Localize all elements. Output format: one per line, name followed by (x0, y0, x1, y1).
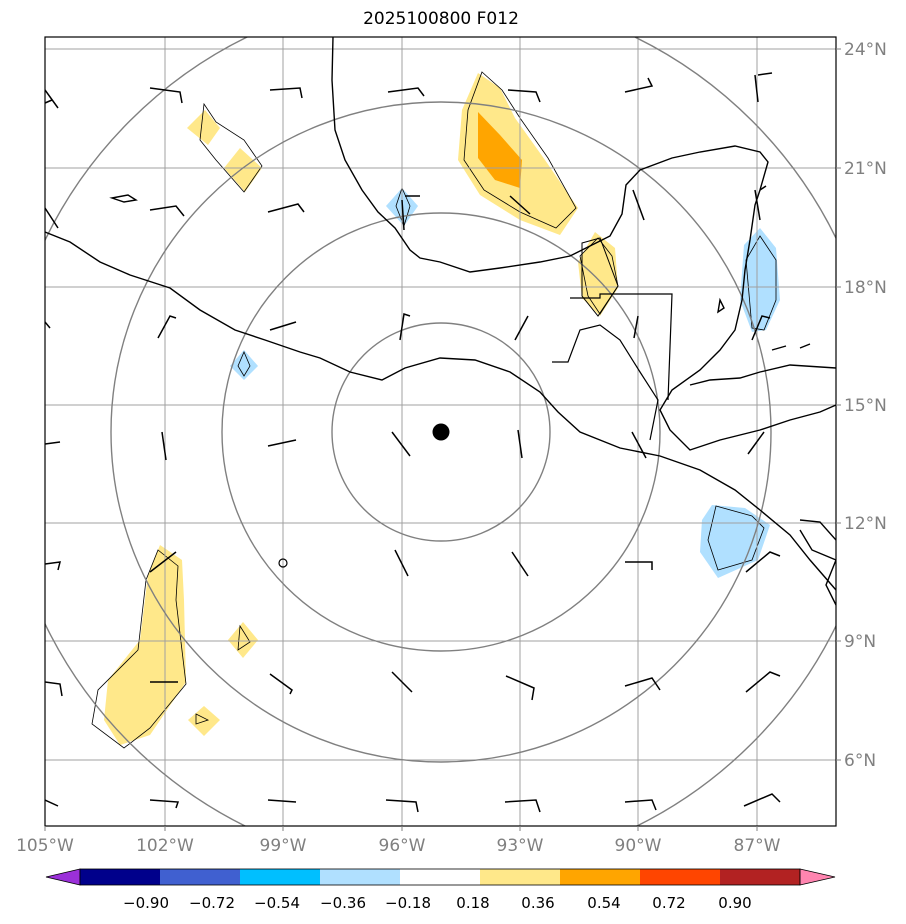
lat-label: 15°N (844, 396, 887, 416)
colorbar-segment (560, 869, 640, 885)
lat-label: 6°N (844, 751, 876, 771)
field-positive-sw-small1 (228, 622, 258, 658)
colorbar-tick-label: −0.36 (320, 894, 366, 912)
colorbar-segment (720, 869, 800, 885)
colorbar-tick-label: −0.54 (254, 894, 300, 912)
lat-label: 12°N (844, 514, 887, 534)
colorbar (45, 868, 836, 886)
storm-center-marker (432, 423, 450, 441)
colorbar-segment (640, 869, 720, 885)
lon-label: 87°W (734, 836, 781, 856)
island-cozumel (717, 297, 725, 314)
colorbar-tick-label: −0.72 (189, 894, 235, 912)
colorbar-segment (400, 869, 480, 885)
longitude-labels: 105°W 102°W 99°W 96°W 93°W 90°W 87°W (16, 836, 781, 856)
graticule (45, 37, 836, 826)
range-rings (45, 37, 836, 826)
lon-label: 99°W (260, 836, 307, 856)
coastlines (45, 37, 836, 606)
field-positive-nw1 (187, 110, 220, 145)
coastline-nicaragua (799, 519, 836, 606)
field-orange-gulf (478, 112, 522, 188)
colorbar-tick-labels: −0.90 −0.72 −0.54 −0.36 −0.18 0.18 0.36 … (123, 894, 752, 912)
colorbar-tick-label: 0.72 (652, 894, 685, 912)
range-ring-3 (110, 101, 772, 763)
colorbar-frame (79, 868, 801, 886)
lat-label: 24°N (844, 40, 887, 60)
map-frame (44, 36, 837, 827)
map-title: 2025100800 F012 (363, 9, 519, 29)
colorbar-tick-label: 0.54 (587, 894, 620, 912)
colorbar-tick-label: −0.18 (385, 894, 431, 912)
shaded-fields (104, 73, 780, 745)
lat-label: 21°N (844, 159, 887, 179)
lon-label: 93°W (497, 836, 544, 856)
colorbar-tick-label: 0.18 (456, 894, 489, 912)
field-negative-pacific (230, 350, 258, 380)
lon-label: 96°W (379, 836, 426, 856)
field-contours (91, 71, 777, 749)
colorbar-segment (480, 869, 560, 885)
field-positive-nw2 (224, 148, 262, 192)
coastline-gulf-mexico (331, 37, 593, 273)
border-mexico-guatemala-2 (581, 237, 619, 317)
cuba-coast (771, 343, 811, 351)
lon-label: 90°W (615, 836, 662, 856)
colorbar-extend-high (799, 868, 836, 886)
wind-barbs (45, 72, 781, 813)
lat-label: 18°N (844, 278, 887, 298)
border-central (552, 324, 659, 441)
range-ring-2 (221, 212, 661, 652)
lon-label: 105°W (16, 836, 74, 856)
axis-ticks (44, 48, 841, 831)
coastline-yucatan (591, 145, 836, 451)
colorbar-segment (320, 869, 400, 885)
island-small (109, 194, 138, 203)
colorbar-segment (240, 869, 320, 885)
colorbar-tick-label: 0.90 (718, 894, 751, 912)
latitude-labels: 24°N 21°N 18°N 15°N 12°N 9°N 6°N (844, 40, 887, 771)
range-ring-1 (331, 322, 551, 542)
coastline-belize-honduras (689, 364, 836, 386)
lon-label: 102°W (136, 836, 194, 856)
colorbar-segment (160, 869, 240, 885)
colorbar-tick-label: 0.36 (521, 894, 554, 912)
coastline-pacific-mexico (45, 231, 836, 591)
colorbar-tick-label: −0.90 (123, 894, 169, 912)
field-positive-gulf (458, 73, 578, 235)
lat-label: 9°N (844, 632, 876, 652)
colorbar-extend-low (45, 868, 81, 886)
colorbar-segment (80, 869, 160, 885)
border-guatemala (570, 293, 673, 401)
